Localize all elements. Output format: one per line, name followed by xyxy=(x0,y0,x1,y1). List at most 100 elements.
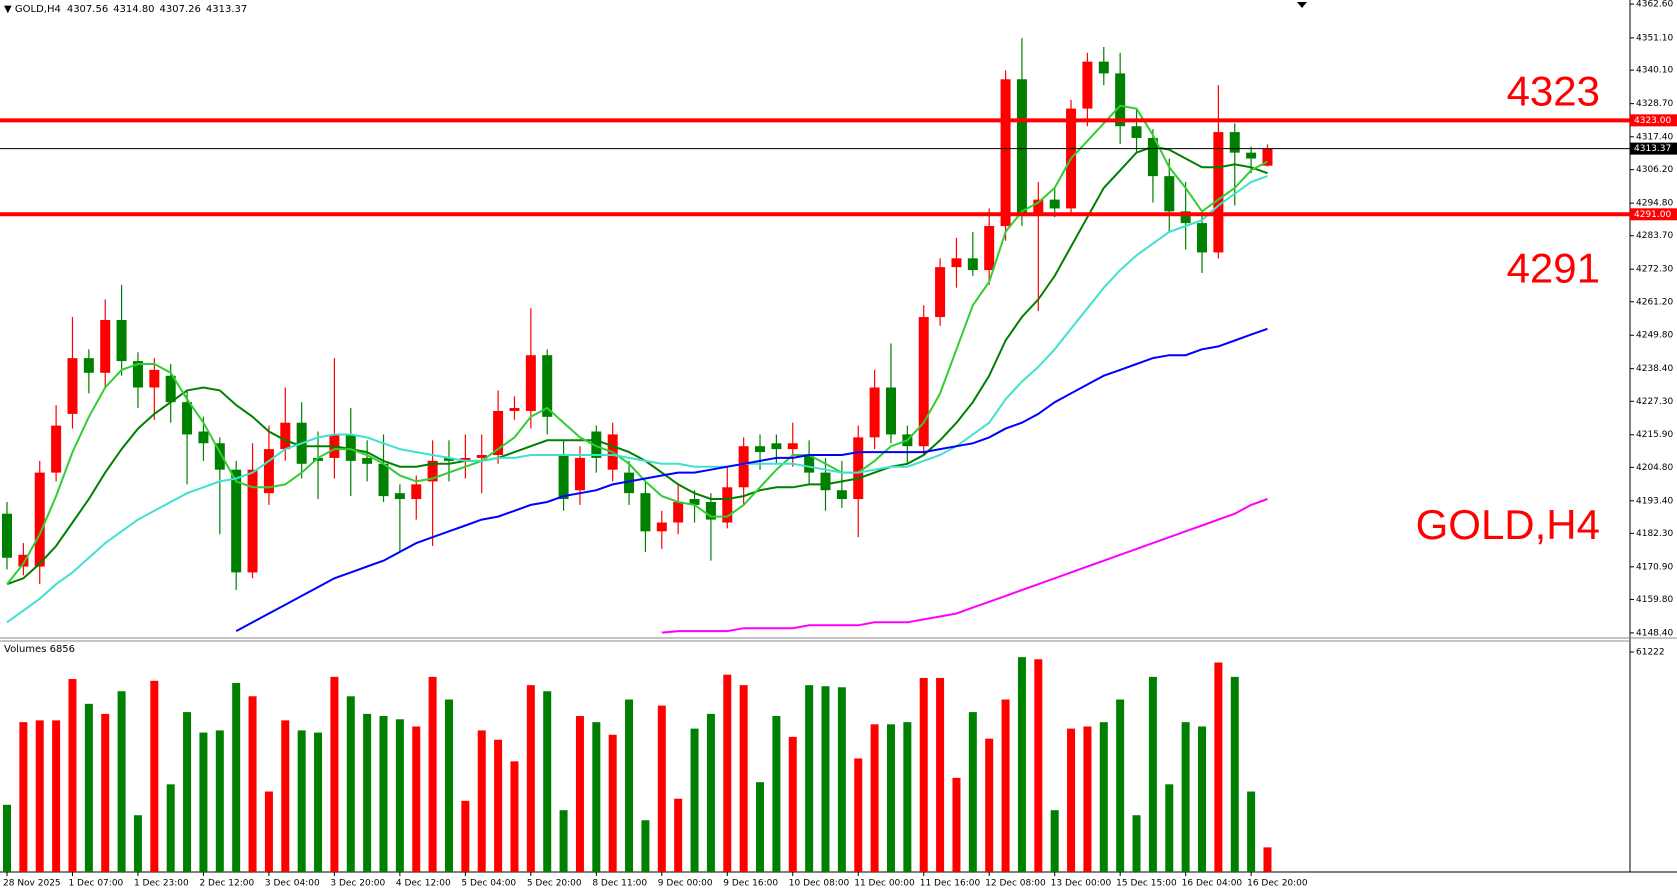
chart-header: ▼ GOLD,H4 4307.56 4314.80 4307.26 4313.37 xyxy=(4,4,247,15)
volume-bar xyxy=(788,736,797,872)
volume-bar xyxy=(314,732,323,872)
volume-bar xyxy=(1263,847,1272,872)
y-tick-label: 4170.90 xyxy=(1636,562,1673,572)
candle-body xyxy=(542,355,553,417)
volume-bar xyxy=(232,682,241,872)
x-tick-label: 9 Dec 16:00 xyxy=(723,879,778,889)
candle-body xyxy=(755,446,766,453)
volume-bar xyxy=(444,699,453,872)
x-tick-label: 16 Dec 20:00 xyxy=(1247,879,1308,889)
volume-bar xyxy=(837,687,846,872)
volume-bar xyxy=(52,720,61,872)
volume-bar xyxy=(690,728,699,872)
x-tick-label: 1 Dec 07:00 xyxy=(68,879,123,889)
candle-body xyxy=(165,375,176,403)
x-tick-label: 3 Dec 20:00 xyxy=(330,879,385,889)
volume-bar xyxy=(510,761,519,872)
volume-title: Volumes 6856 xyxy=(4,644,75,655)
volume-bar xyxy=(821,686,830,872)
x-tick-label: 9 Dec 00:00 xyxy=(658,879,713,889)
candle-body xyxy=(1049,199,1060,209)
volume-bar xyxy=(1230,676,1239,872)
symbol-watermark: GOLD,H4 xyxy=(1416,501,1600,548)
volume-bar xyxy=(101,713,110,872)
candle-body xyxy=(1016,79,1027,215)
candle-body xyxy=(1098,61,1109,74)
ma-line xyxy=(235,327,1268,632)
y-tick-label: 4306.20 xyxy=(1636,165,1673,175)
volume-bar xyxy=(559,810,568,872)
y-tick-label: 4148.40 xyxy=(1636,628,1673,638)
candle-body xyxy=(820,472,831,491)
x-tick-label: 11 Dec 00:00 xyxy=(854,879,915,889)
y-tick-label: 4317.40 xyxy=(1636,132,1673,142)
level-tag xyxy=(1630,114,1677,127)
y-tick-label: 4193.40 xyxy=(1636,496,1673,506)
candle-body xyxy=(1229,132,1240,153)
x-tick-label: 12 Dec 08:00 xyxy=(985,879,1046,889)
volume-bar xyxy=(297,730,306,872)
candle-body xyxy=(493,410,504,455)
volume-bar xyxy=(985,738,994,872)
candle-body xyxy=(1033,199,1044,215)
volume-bar xyxy=(1148,676,1157,872)
candle-body xyxy=(656,522,667,532)
candle-body xyxy=(853,437,864,500)
volume-bar xyxy=(526,685,535,872)
candle-body xyxy=(83,358,94,373)
volume-bar xyxy=(756,782,765,872)
candle-body xyxy=(198,431,209,444)
y-tick-label: 4351.10 xyxy=(1636,33,1673,43)
candle-body xyxy=(574,457,585,491)
volume-bar xyxy=(248,696,257,872)
volume-bar xyxy=(575,716,584,872)
candle-body xyxy=(705,501,716,520)
candle-body xyxy=(67,358,78,414)
volume-bar xyxy=(1001,699,1010,872)
candle-body xyxy=(885,387,896,435)
volume-bar xyxy=(363,713,372,872)
candle-body xyxy=(231,469,242,573)
volume-bar xyxy=(68,679,77,872)
candle-body xyxy=(673,501,684,523)
volume-bar xyxy=(625,699,634,872)
candle-body xyxy=(345,434,356,461)
x-tick-label: 16 Dec 04:00 xyxy=(1182,879,1243,889)
candle-body xyxy=(624,472,635,494)
candle-body xyxy=(51,425,62,473)
volume-bar xyxy=(199,732,208,872)
candle-body xyxy=(182,402,193,435)
volume-bar xyxy=(657,705,666,872)
candle-body xyxy=(935,267,946,318)
candle-body xyxy=(2,513,12,558)
volume-bar xyxy=(461,800,470,872)
volume-bar xyxy=(854,758,863,872)
volume-bar xyxy=(968,712,977,872)
volume-bar xyxy=(1247,791,1256,872)
candle-body xyxy=(263,449,274,494)
candle-body xyxy=(460,457,471,461)
candle-body xyxy=(787,443,798,450)
candle-body xyxy=(722,487,733,523)
volume-bar xyxy=(412,726,421,872)
volume-bar xyxy=(805,685,814,872)
ma-line xyxy=(6,145,1268,586)
candle-body xyxy=(214,443,225,470)
volume-bar xyxy=(1034,659,1043,872)
volume-bar xyxy=(117,691,126,872)
price-plot xyxy=(2,38,1273,634)
x-tick-label: 4 Dec 12:00 xyxy=(396,879,451,889)
candle-body xyxy=(1131,126,1142,138)
candle-body xyxy=(689,499,700,505)
volume-bar xyxy=(1116,699,1125,872)
volume-bar xyxy=(723,674,732,872)
volume-bar xyxy=(919,677,928,872)
volume-bar xyxy=(870,724,879,872)
volume-bar xyxy=(166,784,175,872)
y-tick-label: 4182.30 xyxy=(1636,529,1673,539)
candle-body xyxy=(591,431,602,458)
candle-body xyxy=(1246,152,1257,159)
volume-bar xyxy=(952,777,961,872)
y-tick-label: 4238.40 xyxy=(1636,364,1673,374)
